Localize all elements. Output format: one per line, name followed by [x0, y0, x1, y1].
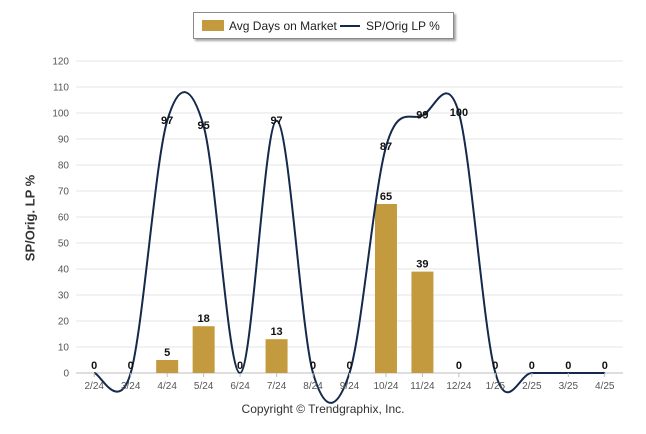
x-tick-label: 4/24 — [157, 381, 177, 392]
bar-data-label: 0 — [529, 360, 535, 372]
y-tick-label: 0 — [63, 369, 69, 380]
line-data-label: 99 — [416, 110, 428, 122]
y-tick-label: 40 — [58, 265, 70, 276]
line-series — [93, 91, 605, 404]
x-tick-label: 8/24 — [303, 381, 323, 392]
bar — [192, 326, 215, 373]
x-tick-label: 1/25 — [486, 381, 506, 392]
x-tick-label: 2/25 — [522, 381, 542, 392]
legend-item-line: SP/Orig LP % — [340, 13, 440, 38]
bar-data-label: 0 — [492, 360, 498, 372]
bar-data-label: 0 — [310, 360, 316, 372]
x-tick-label: 3/24 — [121, 381, 141, 392]
line-data-label: 95 — [198, 120, 210, 132]
y-tick-label: 120 — [52, 57, 69, 68]
bar-data-label: 65 — [380, 191, 392, 203]
copyright-text: Copyright © Trendgraphix, Inc. — [241, 402, 405, 416]
x-tick-label: 9/24 — [340, 381, 360, 392]
y-tick-label: 30 — [58, 291, 70, 302]
bar-data-label: 0 — [565, 360, 571, 372]
bars — [156, 204, 434, 373]
y-tick-label: 50 — [58, 239, 70, 250]
bar-data-label: 0 — [456, 360, 462, 372]
legend-line-label: SP/Orig LP % — [366, 18, 440, 33]
line-sp-orig-lp — [93, 91, 605, 404]
bar-data-label: 0 — [602, 360, 608, 372]
x-tick-label: 11/24 — [410, 381, 435, 392]
x-tick-label: 12/24 — [446, 381, 471, 392]
bar-data-label: 0 — [91, 360, 97, 372]
x-tick-label: 10/24 — [373, 381, 398, 392]
x-tick-label: 2/24 — [84, 381, 104, 392]
bar-data-label: 18 — [198, 313, 210, 325]
legend-line-swatch — [340, 24, 360, 27]
x-tick-label: 4/25 — [595, 381, 615, 392]
y-tick-label: 20 — [58, 317, 70, 328]
x-axis-ticks: 2/24 3/24 4/24 5/24 6/24 7/24 8/24 9/24 10/24 11/… — [84, 373, 615, 392]
x-tick-label: 5/24 — [194, 381, 214, 392]
bar — [374, 204, 397, 373]
x-tick-label: 3/25 — [559, 381, 579, 392]
grid-lines — [76, 60, 623, 374]
line-data-label: 100 — [450, 107, 468, 119]
bar-data-label: 39 — [416, 259, 428, 271]
bar-data-label: 0 — [128, 360, 134, 372]
y-tick-label: 100 — [52, 109, 69, 120]
bar-data-label: 13 — [270, 326, 282, 338]
bar-data-label: 5 — [164, 347, 170, 359]
x-tick-label: 6/24 — [230, 381, 250, 392]
y-tick-label: 90 — [58, 135, 70, 146]
y-axis-ticks: 0 10 20 30 40 50 60 70 80 90 100 110 120 — [52, 57, 69, 380]
y-axis-label: SP/Orig. LP % — [22, 174, 38, 262]
line-data-label: 97 — [270, 115, 282, 127]
bar-data-label: 0 — [346, 360, 352, 372]
legend-item-bar: Avg Days on Market — [202, 13, 337, 38]
bar — [411, 271, 434, 373]
legend-bar-label: Avg Days on Market — [229, 18, 337, 33]
x-tick-label: 7/24 — [267, 381, 287, 392]
legend-bar-swatch — [202, 20, 224, 31]
bar-data-label: 0 — [237, 360, 243, 372]
legend: Avg Days on Market SP/Orig LP % — [193, 12, 454, 39]
y-tick-label: 10 — [58, 343, 70, 354]
bar — [156, 360, 179, 373]
line-data-label: 97 — [161, 115, 173, 127]
data-labels: 0 0 5 18 0 13 0 0 65 39 0 0 0 0 0 97 95 97 87 99 100 — [91, 107, 608, 372]
bar — [265, 339, 288, 373]
y-tick-label: 60 — [58, 213, 70, 224]
y-tick-label: 110 — [53, 83, 69, 94]
line-data-label: 87 — [380, 141, 392, 153]
y-tick-label: 80 — [58, 161, 70, 172]
y-tick-label: 70 — [58, 187, 70, 198]
